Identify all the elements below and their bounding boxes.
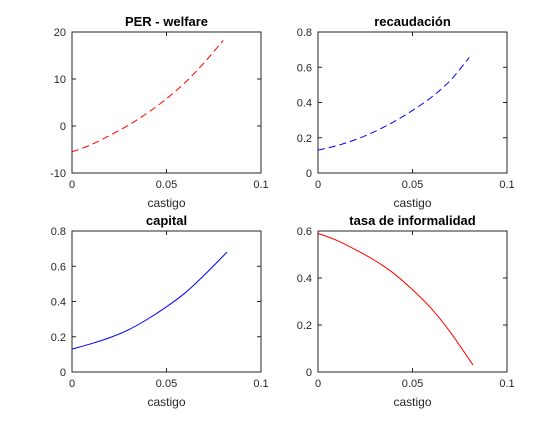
- y-tick-label: 0.6: [51, 261, 66, 273]
- subplot-3: capital castigo 0 0.05 0.1 0 0.2 0.4 0.6 0.8: [51, 213, 269, 409]
- chart-title: PER - welfare: [125, 14, 208, 29]
- y-tick-label: 0.6: [297, 226, 312, 238]
- y-tick-label: -10: [50, 168, 66, 180]
- y-tick-label: 0: [306, 168, 312, 180]
- series-line: [71, 251, 228, 350]
- x-axis-label: castigo: [147, 196, 185, 210]
- x-tick-label: 0.05: [156, 378, 177, 390]
- y-tick-label: 0.4: [297, 98, 312, 110]
- y-tick-label: 0: [60, 367, 66, 379]
- y-tick-label: 0.2: [51, 332, 66, 344]
- x-axis-label: castigo: [393, 395, 431, 409]
- y-tick-label: 0.4: [51, 297, 66, 309]
- x-tick-label: 0: [315, 179, 321, 191]
- y-tick-label: 0.8: [297, 27, 312, 39]
- x-tick-label: 0.05: [156, 179, 177, 191]
- x-axis-label: castigo: [147, 395, 185, 409]
- axes-box: [317, 230, 508, 373]
- y-tick-label: 20: [54, 27, 66, 39]
- y-tick-label: 10: [54, 74, 66, 86]
- chart-title: capital: [146, 213, 187, 228]
- x-tick-label: 0.1: [253, 378, 268, 390]
- y-tick-label: 0.2: [297, 320, 312, 332]
- y-tick-label: 0.6: [297, 62, 312, 74]
- x-tick-label: 0.05: [402, 378, 423, 390]
- x-tick-label: 0.1: [499, 378, 514, 390]
- y-tick-label: 0.8: [51, 226, 66, 238]
- x-tick-label: 0.1: [499, 179, 514, 191]
- series-line: [317, 57, 470, 151]
- x-tick-label: 0.1: [253, 179, 268, 191]
- subplot-4: tasa de informalidad castigo 0 0.05 0.1 0 0.2 0…: [297, 213, 515, 409]
- chart-title: recaudación: [374, 14, 451, 29]
- x-axis-label: castigo: [393, 196, 431, 210]
- chart-title: tasa de informalidad: [349, 213, 475, 228]
- x-tick-label: 0: [69, 378, 75, 390]
- series-line: [71, 40, 224, 153]
- subplot-2: recaudación castigo 0 0.05 0.1 0 0.2 0.4 0.6 0.8: [297, 14, 515, 210]
- y-tick-label: 0.2: [297, 133, 312, 145]
- x-tick-label: 0.05: [402, 179, 423, 191]
- y-tick-label: 0.4: [297, 273, 312, 285]
- y-tick-label: 0: [306, 367, 312, 379]
- x-tick-label: 0: [69, 179, 75, 191]
- axes-box: [71, 230, 262, 373]
- axes-box: [317, 31, 508, 174]
- x-tick-label: 0: [315, 378, 321, 390]
- y-tick-label: 0: [60, 121, 66, 133]
- series-line: [317, 232, 474, 366]
- axes-box: [71, 31, 262, 174]
